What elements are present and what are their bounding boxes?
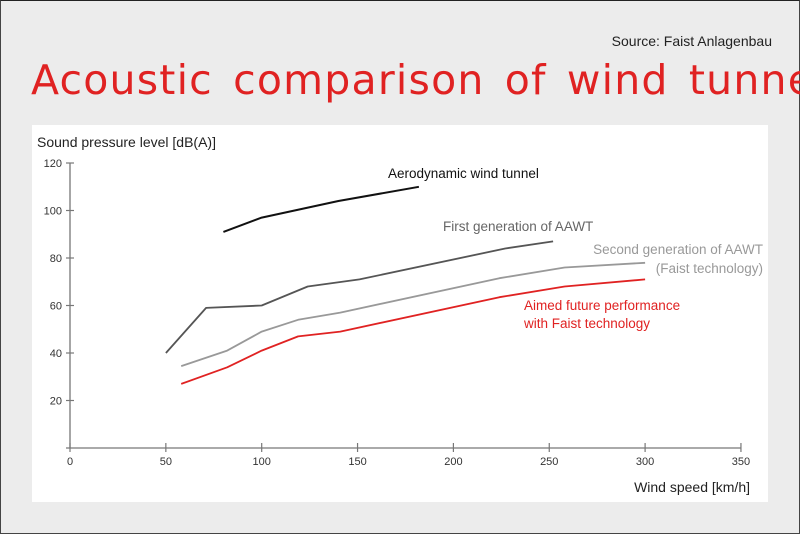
source-note: Source: Faist Anlagenbau xyxy=(611,33,772,49)
chart-panel: Sound pressure level [dB(A)] Wind speed … xyxy=(32,125,768,502)
series-aimed xyxy=(180,278,646,385)
series-second-gen xyxy=(180,261,646,367)
y-tick-label: 80 xyxy=(50,253,62,265)
chart-title: Acoustic comparison of wind tunnels xyxy=(31,56,800,104)
x-tick-label: 300 xyxy=(636,456,654,468)
series-aerodynamic xyxy=(223,185,420,233)
x-tick-label: 150 xyxy=(348,456,366,468)
x-tick-label: 100 xyxy=(253,456,271,468)
y-tick-label: 120 xyxy=(44,158,62,170)
y-tick-label: 60 xyxy=(50,301,62,313)
x-tick-label: 50 xyxy=(160,456,172,468)
y-axis-title: Sound pressure level [dB(A)] xyxy=(37,134,216,150)
x-axis-title: Wind speed [km/h] xyxy=(634,479,750,495)
label-second-gen-line2: (Faist technology) xyxy=(656,261,763,276)
series-first-gen xyxy=(165,240,554,354)
x-tick-label: 350 xyxy=(732,456,750,468)
series-lines xyxy=(165,185,646,385)
axes: 20 40 60 80 100 120 0 50 100 150 200 250 300 350 xyxy=(44,158,750,468)
y-tick-label: 100 xyxy=(44,206,62,218)
x-tick-label: 0 xyxy=(67,456,73,468)
label-first-gen: First generation of AAWT xyxy=(443,219,593,234)
y-tick-label: 40 xyxy=(50,348,62,360)
label-aerodynamic: Aerodynamic wind tunnel xyxy=(388,166,539,181)
label-aimed-line2: with Faist technology xyxy=(523,316,650,331)
label-aimed-line1: Aimed future performance xyxy=(524,298,680,313)
x-tick-label: 200 xyxy=(444,456,462,468)
line-chart: Sound pressure level [dB(A)] Wind speed … xyxy=(37,134,763,495)
x-tick-label: 250 xyxy=(540,456,558,468)
y-tick-label: 20 xyxy=(50,396,62,408)
label-second-gen-line1: Second generation of AAWT xyxy=(593,242,763,257)
